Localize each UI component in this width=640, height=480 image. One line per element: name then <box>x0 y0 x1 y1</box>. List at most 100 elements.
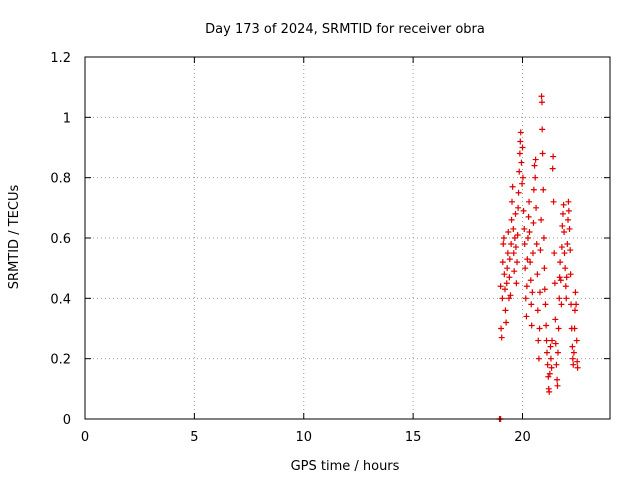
data-point <box>559 222 566 229</box>
x-tick-label: 20 <box>514 430 531 445</box>
data-point <box>558 301 565 308</box>
data-point <box>538 216 545 223</box>
data-point <box>571 325 578 332</box>
data-point <box>547 343 554 350</box>
data-point <box>535 355 542 362</box>
data-point <box>555 325 562 332</box>
data-point <box>528 301 535 308</box>
data-point <box>498 334 505 341</box>
data-point <box>561 250 568 257</box>
data-point <box>565 198 572 205</box>
data-point <box>506 256 513 263</box>
data-point <box>530 219 537 226</box>
x-axis-label: GPS time / hours <box>291 459 400 474</box>
data-point <box>526 198 533 205</box>
data-point <box>512 210 519 217</box>
data-point <box>569 355 576 362</box>
y-tick-label: 0.8 <box>50 172 71 187</box>
data-point <box>529 289 536 296</box>
data-point <box>556 295 563 302</box>
data-point <box>508 216 515 223</box>
data-point <box>501 271 508 278</box>
data-point <box>509 183 516 190</box>
plot-frame <box>84 56 611 420</box>
data-point <box>516 168 523 175</box>
data-point <box>546 388 553 395</box>
data-point <box>537 247 544 254</box>
x-tick-label: 0 <box>81 430 89 445</box>
data-point <box>557 259 564 266</box>
data-point <box>542 301 549 308</box>
data-point <box>497 283 504 290</box>
data-point <box>523 283 530 290</box>
data-point <box>522 295 529 302</box>
data-point <box>537 289 543 296</box>
data-point <box>504 265 511 272</box>
data-point <box>509 198 515 205</box>
data-point <box>541 265 548 272</box>
data-point <box>528 322 535 329</box>
data-point <box>518 159 525 166</box>
data-point <box>517 129 524 136</box>
data-point <box>558 244 565 251</box>
data-point <box>554 382 561 389</box>
data-point <box>552 340 559 347</box>
data-point <box>526 228 533 235</box>
data-point <box>510 225 517 232</box>
data-point <box>563 274 570 281</box>
data-point <box>532 174 539 181</box>
data-point <box>502 286 508 293</box>
data-point <box>550 153 557 160</box>
data-point <box>512 244 519 251</box>
axis-ticks: 0 0.2 0.4 0.6 0.8 1 1.2 0 5 10 15 20 <box>50 51 610 445</box>
data-point <box>538 93 545 100</box>
data-point <box>519 180 526 187</box>
data-point <box>525 213 532 220</box>
data-point <box>541 286 548 293</box>
data-point <box>533 241 540 248</box>
data-point <box>500 235 507 241</box>
data-point <box>522 265 529 272</box>
x-tick-label: 15 <box>405 430 422 445</box>
data-point <box>546 370 553 377</box>
data-point <box>552 316 559 323</box>
data-point <box>511 235 518 241</box>
data-point <box>549 165 556 172</box>
data-point <box>514 259 521 266</box>
data-point <box>539 126 546 133</box>
data-point <box>510 250 517 257</box>
data-point <box>562 283 569 290</box>
chart-title: Day 173 of 2024, SRMTID for receiver obr… <box>205 22 485 37</box>
data-point <box>502 307 509 314</box>
y-tick-label: 0.2 <box>50 353 71 368</box>
data-point <box>521 225 528 232</box>
data-point <box>573 301 580 308</box>
data-point <box>514 231 521 238</box>
data-point <box>567 247 574 254</box>
data-point <box>536 325 543 332</box>
data-point <box>548 364 555 371</box>
data-point <box>527 277 534 284</box>
data-point <box>520 207 527 214</box>
data-point <box>547 355 554 362</box>
data-point <box>568 301 575 308</box>
data-point <box>503 280 510 287</box>
data-point <box>551 280 558 287</box>
data-point <box>534 271 541 278</box>
data-point <box>559 210 566 217</box>
data-point <box>572 289 579 296</box>
data-point <box>540 186 547 193</box>
data-point <box>553 361 560 368</box>
data-point <box>519 144 526 151</box>
data-point <box>539 150 546 157</box>
grid-lines <box>85 57 610 419</box>
data-point <box>519 174 526 181</box>
data-point <box>527 259 534 266</box>
data-point <box>511 268 518 275</box>
data-point <box>499 295 506 302</box>
data-point <box>515 189 522 196</box>
data-point <box>567 271 574 278</box>
data-point <box>543 322 550 329</box>
y-tick-label: 0 <box>63 413 71 428</box>
data-point <box>505 228 512 235</box>
